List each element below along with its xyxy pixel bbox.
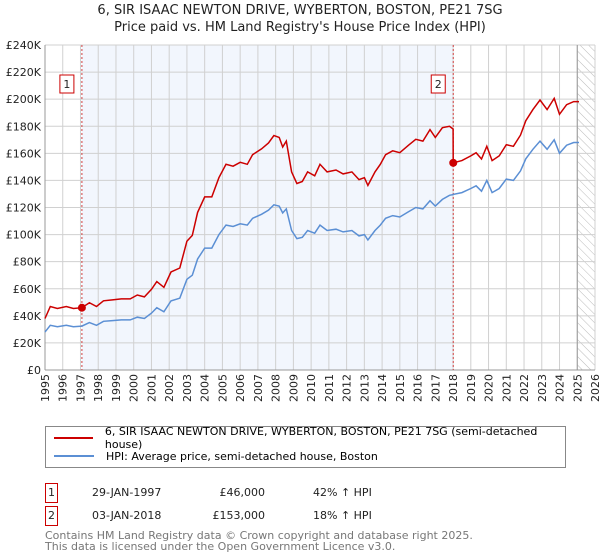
footer-copyright: Contains HM Land Registry data © Crown c… <box>45 529 473 542</box>
transaction-date: 29-JAN-1997 <box>92 486 162 499</box>
chart-title: 6, SIR ISAAC NEWTON DRIVE, WYBERTON, BOS… <box>97 3 503 18</box>
y-tick-label: £180K <box>6 120 42 133</box>
transaction-number: 1 <box>45 483 58 503</box>
plot-area: 1995 1996 1997 1998 1999 2000 2001 2002 2003 2004… <box>6 39 600 402</box>
legend-label: HPI: Average price, semi-detached house,… <box>106 449 378 463</box>
x-tick-label: 2014 <box>376 374 389 402</box>
annotation-box <box>59 74 75 94</box>
transaction-number: 2 <box>45 506 58 526</box>
transaction-hpi: 18% ↑ HPI <box>313 509 372 522</box>
x-tick-label: 2006 <box>234 374 247 402</box>
x-tick-label: 1995 <box>39 374 52 402</box>
x-tick-label: 2020 <box>483 374 496 402</box>
legend-label: 6, SIR ISAAC NEWTON DRIVE, WYBERTON, BOS… <box>104 425 538 451</box>
x-tick-label: 2017 <box>429 374 442 402</box>
x-tick-label: 1998 <box>92 374 105 402</box>
sale-point <box>449 158 458 167</box>
transaction-hpi: 42% ↑ HPI <box>313 486 372 499</box>
legend-swatch-blue <box>54 455 94 457</box>
x-tick-label: 2018 <box>447 374 460 402</box>
x-tick-label: 2004 <box>199 374 212 402</box>
y-tick-label: £0 <box>27 364 41 377</box>
legend: 6, SIR ISAAC NEWTON DRIVE, WYBERTON, BOS… <box>45 425 566 468</box>
y-tick-label: £60K <box>13 283 42 296</box>
y-tick-label: £100K <box>6 229 42 242</box>
transaction-price: £46,000 <box>219 486 266 499</box>
x-tick-label: 2003 <box>181 374 194 402</box>
x-tick-label: 2008 <box>270 374 283 402</box>
x-tick-label: 2011 <box>323 374 336 402</box>
transaction-date: 03-JAN-2018 <box>92 509 162 522</box>
x-tick-label: 2005 <box>216 374 229 402</box>
y-tick-label: £220K <box>6 66 42 79</box>
x-tick-label: 2019 <box>465 374 478 402</box>
annotation-label: 1 <box>63 78 70 91</box>
y-tick-label: £240K <box>6 39 42 52</box>
y-tick-label: £20K <box>13 337 42 350</box>
x-tick-label: 2025 <box>571 374 584 402</box>
y-tick-label: £160K <box>6 147 42 160</box>
y-tick-label: £140K <box>6 174 42 187</box>
y-tick-label: £120K <box>6 202 42 215</box>
x-tick-label: 2013 <box>358 374 371 402</box>
y-tick-label: £40K <box>13 310 42 323</box>
x-tick-label: 2022 <box>518 374 531 402</box>
legend-item-property: 6, SIR ISAAC NEWTON DRIVE, WYBERTON, BOS… <box>54 425 565 451</box>
x-tick-label: 2007 <box>252 374 265 402</box>
y-tick-label: £80K <box>13 256 42 269</box>
hpi-series-line <box>44 138 579 333</box>
x-tick-label: 2015 <box>394 374 407 402</box>
x-tick-label: 2024 <box>554 374 567 402</box>
legend-swatch-red <box>54 437 93 439</box>
x-tick-label: 1996 <box>57 374 70 402</box>
x-tick-label: 2012 <box>341 374 354 402</box>
x-tick-label: 2026 <box>589 374 600 402</box>
annotation-box <box>430 74 446 94</box>
sale-point <box>77 303 86 312</box>
x-tick-label: 2021 <box>500 374 513 402</box>
x-tick-label: 2002 <box>163 374 176 402</box>
x-tick-label: 2009 <box>287 374 300 402</box>
x-tick-label: 1997 <box>74 374 87 402</box>
transaction-row: 1 29-JAN-1997 £46,000 42% ↑ HPI <box>45 483 445 503</box>
x-tick-label: 1999 <box>110 374 123 402</box>
footer-licence: This data is licensed under the Open Gov… <box>45 540 396 553</box>
chart-subtitle: Price paid vs. HM Land Registry's House … <box>114 20 486 35</box>
x-tick-label: 2000 <box>128 374 141 402</box>
annotation-label: 2 <box>435 78 442 91</box>
x-tick-label: 2023 <box>536 374 549 402</box>
legend-item-hpi: HPI: Average price, semi-detached house,… <box>54 448 378 464</box>
x-tick-label: 2001 <box>145 374 158 402</box>
y-tick-label: £200K <box>6 93 42 106</box>
x-tick-label: 2010 <box>305 374 318 402</box>
x-tick-label: 2016 <box>412 374 425 402</box>
property-series-line <box>44 96 579 319</box>
transaction-price: £153,000 <box>212 509 266 522</box>
transaction-row: 2 03-JAN-2018 £153,000 18% ↑ HPI <box>45 506 445 526</box>
